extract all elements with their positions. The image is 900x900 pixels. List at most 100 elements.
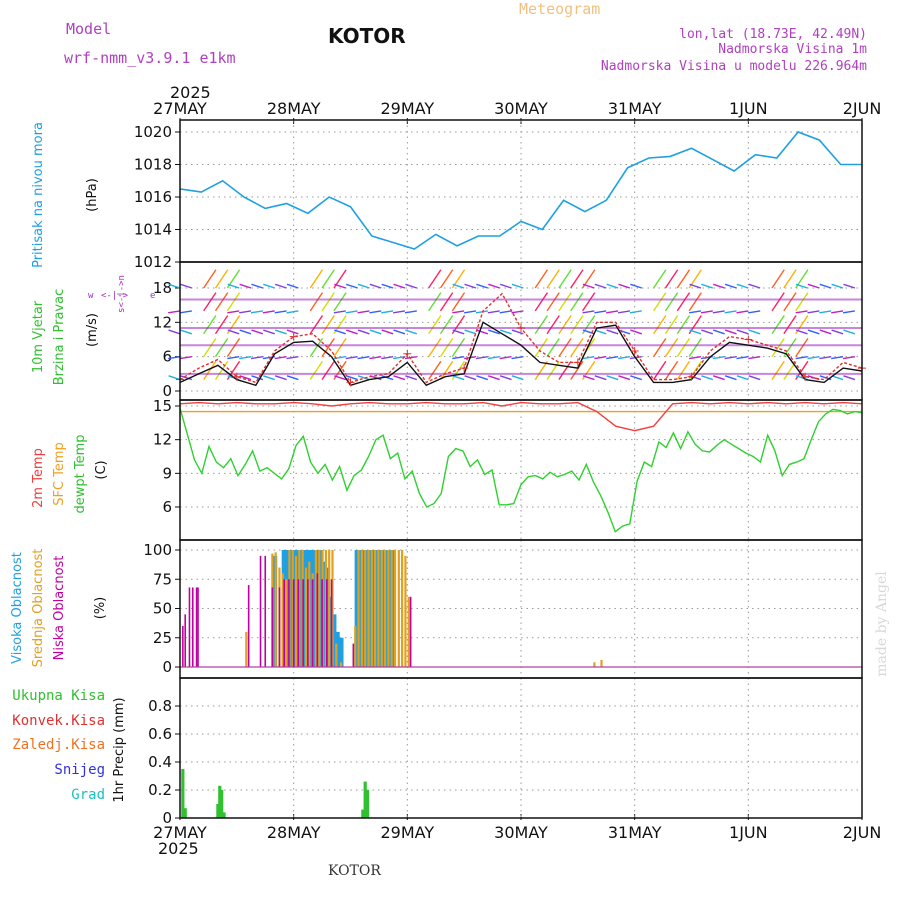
wind-arrow (452, 329, 465, 335)
cloud-high-bar (354, 550, 360, 667)
cloud-high-bar (285, 550, 291, 667)
wind-glyph-arrow: <-|-> (101, 291, 129, 301)
wind-arrow (239, 283, 252, 289)
date-label-top: 30MAY (494, 99, 548, 118)
cloud-mid-bar (328, 550, 331, 667)
year-bottom: 2025 (158, 839, 199, 858)
wind-arrow (795, 337, 809, 358)
wind-arrow (594, 283, 607, 289)
wind-arrow (676, 337, 691, 358)
wind-arrow (843, 283, 856, 289)
y-tick-label: 9 (162, 464, 172, 482)
cloud-low-bar (264, 555, 267, 667)
cloud-mid-bar (294, 555, 298, 667)
wind-arrow (618, 283, 631, 289)
cloud-mid-bar (380, 550, 383, 667)
panel-precip: 0 0.2 0.4 0.6 0.8 (148, 678, 862, 827)
wind-gust-marker (517, 324, 525, 333)
wind-arrow (499, 283, 512, 289)
y-tick-label: 18 (153, 279, 172, 297)
wind-arrow (534, 315, 549, 335)
wind-arrow (286, 283, 299, 289)
wind-arrow (499, 375, 512, 381)
precip-total-bar (222, 812, 226, 818)
wind-arrow (664, 360, 679, 380)
wind-arrow (180, 283, 193, 289)
wind-arrow (428, 360, 442, 380)
cloud-mid-bar (393, 550, 397, 667)
wind-arrow (606, 329, 619, 335)
precip-total-bar (361, 809, 365, 818)
cloud-mid-bar (284, 579, 288, 667)
y-tick-label: 1012 (134, 253, 172, 271)
wind-arrow (263, 329, 275, 335)
date-label-bottom: 28MAY (267, 823, 321, 842)
wind-arrow (333, 292, 347, 312)
cloud-high-bar (374, 550, 380, 667)
wind-arrow (488, 375, 500, 381)
cloud-mid-bar (335, 643, 338, 667)
wind-arrow (451, 292, 466, 312)
altitude-label: Nadmorska Visina 1m (718, 42, 867, 57)
y-tick-label: 1020 (134, 123, 172, 141)
wind-arrow (546, 292, 560, 312)
y-tick-label: 0 (162, 809, 172, 827)
cloud-low-bar (326, 579, 328, 667)
wind-arrow (546, 337, 560, 358)
wind-arrow (748, 355, 761, 360)
wind-arrow (771, 292, 785, 312)
wind-arrow (168, 355, 181, 360)
wind-arrow (771, 269, 785, 289)
wind-arrow (771, 360, 785, 380)
year-top: 2025 (170, 83, 211, 102)
cloud-low-bar (302, 579, 304, 667)
cloud-high-bar (301, 550, 307, 667)
wind-arrow (570, 269, 584, 289)
wind-arrow (333, 310, 346, 314)
cloud-label-low: Niska Oblacnost (52, 556, 67, 661)
wind-arrow (309, 337, 324, 358)
wind-arrow (594, 329, 607, 335)
cloud-mid-bar (390, 550, 393, 667)
temp-label-2m: 2m Temp (31, 448, 46, 508)
wind-arrow (404, 310, 417, 314)
cloud-low-bar (311, 579, 314, 667)
wind-arrow (214, 315, 229, 335)
wind-arrow (168, 375, 181, 381)
wind-arrow (748, 375, 761, 381)
wind-arrow (286, 355, 299, 360)
panel-temp: 6 9 12 15 (153, 397, 863, 540)
wind-arrow (819, 329, 832, 335)
cloud-mid-bar (364, 550, 367, 667)
wind-arrow (783, 315, 797, 335)
wind-arrow (831, 283, 844, 289)
wind-arrow (393, 355, 406, 360)
cloud-high-bar (294, 550, 300, 667)
wind-arrow (250, 310, 263, 314)
date-label-top: 27MAY (153, 99, 207, 118)
cloud-high-bar (311, 550, 317, 667)
date-axis-bottom: 27MAY 28MAY 29MAY 30MAY 31MAY 1JUN 2JUN (153, 814, 881, 842)
wind-arrow (653, 269, 667, 289)
wind-arrow (381, 355, 394, 360)
wind-arrow (546, 315, 560, 335)
wind-arrow (239, 355, 252, 360)
wind-direction-glyph: w <-|-> e s<-|->n (88, 275, 155, 313)
panel-wind: 0 6 12 18 (153, 262, 866, 400)
wind-arrow (795, 292, 809, 312)
wind-arrow (534, 269, 549, 289)
cloud-low-bar (352, 643, 355, 667)
wind-arrow (819, 310, 832, 314)
wind-arrow (748, 283, 761, 289)
wind-arrow (168, 329, 181, 335)
wind-arrow (617, 310, 631, 314)
wind-arrow (795, 355, 808, 360)
wind-arrow (203, 292, 217, 312)
wind-label-2: Brzina i Pravac (52, 289, 67, 386)
wind-gust-marker (403, 349, 412, 358)
wind-arrow (783, 292, 797, 312)
wind-arrow (831, 355, 844, 360)
wind-arrow (263, 283, 275, 289)
wind-arrow (795, 329, 808, 335)
wind-arrow (700, 310, 713, 314)
